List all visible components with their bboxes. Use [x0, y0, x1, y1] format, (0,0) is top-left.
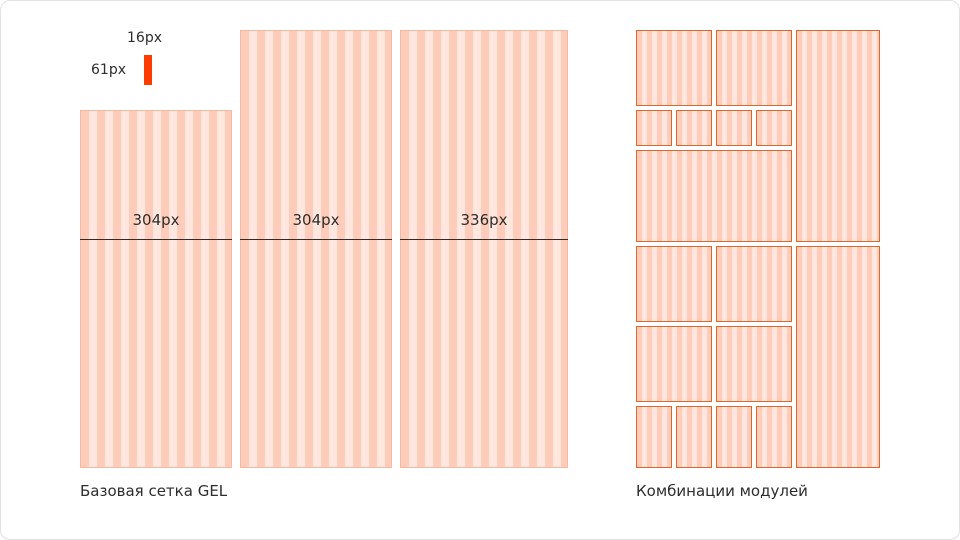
module-small-1 [636, 110, 672, 146]
module-bottom-4 [756, 406, 792, 468]
module-small-3 [716, 110, 752, 146]
module-right-tall-top [796, 30, 880, 242]
grid-column-3 [400, 30, 568, 468]
margin-width-label: 61px [91, 62, 126, 78]
gutter-swatch [144, 55, 152, 85]
column-1-width-label: 304px [132, 211, 180, 229]
grid-column-1 [80, 110, 232, 468]
module-small-2 [676, 110, 712, 146]
module-bottom-1 [636, 406, 672, 468]
base-grid-caption: Базовая сетка GEL [80, 482, 228, 500]
module-mid-right-1 [716, 246, 792, 322]
modules-caption: Комбинации модулей [636, 482, 808, 500]
module-top-left [636, 30, 712, 106]
column-3-width-label: 336px [460, 211, 508, 229]
module-small-4 [756, 110, 792, 146]
module-mid-left-1 [636, 246, 712, 322]
module-mid-left-2 [636, 326, 712, 402]
module-bottom-3 [716, 406, 752, 468]
column-2-width-label: 304px [292, 211, 340, 229]
grid-divider-1 [80, 239, 232, 240]
module-right-tall-bottom [796, 246, 880, 468]
module-wide [636, 150, 792, 242]
grid-divider-2 [240, 239, 392, 240]
grid-column-2 [240, 30, 392, 468]
grid-divider-3 [400, 239, 568, 240]
module-top-middle [716, 30, 792, 106]
module-mid-right-2 [716, 326, 792, 402]
module-bottom-2 [676, 406, 712, 468]
gutter-width-label: 16px [127, 30, 162, 46]
